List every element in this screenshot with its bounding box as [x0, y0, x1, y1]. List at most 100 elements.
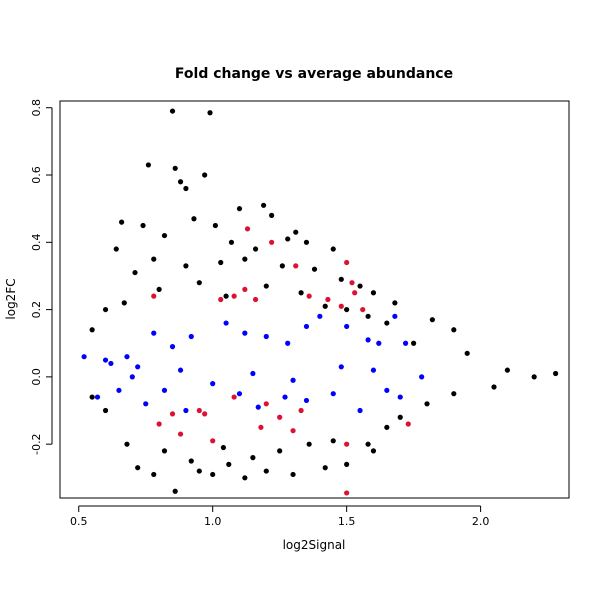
- data-point: [352, 290, 358, 296]
- data-point: [349, 280, 355, 286]
- data-point: [207, 110, 213, 116]
- data-point: [177, 367, 184, 373]
- data-point: [177, 179, 184, 185]
- data-point: [135, 465, 141, 471]
- data-point: [290, 428, 296, 434]
- data-point: [344, 441, 350, 447]
- data-point: [255, 404, 261, 410]
- data-point: [119, 219, 125, 225]
- data-point: [360, 306, 366, 313]
- x-tick-label: 0.5: [70, 515, 88, 528]
- data-point: [419, 374, 425, 380]
- data-point: [464, 350, 470, 356]
- data-point: [196, 407, 202, 414]
- data-point: [504, 367, 510, 373]
- data-point: [303, 323, 310, 330]
- data-point: [89, 394, 95, 400]
- data-point: [338, 276, 344, 282]
- data-point: [405, 421, 411, 427]
- data-point: [121, 300, 127, 306]
- data-point: [124, 441, 130, 447]
- data-point: [293, 263, 299, 269]
- data-point: [384, 424, 390, 430]
- x-axis-label: log2Signal: [283, 538, 346, 552]
- data-point: [210, 438, 216, 444]
- data-point: [145, 162, 152, 168]
- data-point: [161, 448, 168, 454]
- data-point: [392, 313, 398, 319]
- data-point: [156, 421, 162, 427]
- data-point: [226, 461, 232, 467]
- data-point: [236, 206, 243, 212]
- data-point: [242, 256, 248, 262]
- data-point: [553, 370, 559, 377]
- data-point: [89, 327, 95, 333]
- y-tick-label: 0.0: [30, 368, 43, 386]
- data-point: [397, 394, 403, 400]
- data-point: [344, 461, 350, 467]
- data-point: [263, 283, 269, 289]
- data-point: [338, 364, 344, 370]
- data-point: [392, 300, 398, 306]
- data-point: [132, 269, 138, 276]
- data-point: [269, 212, 275, 218]
- data-point: [451, 391, 457, 397]
- data-point: [306, 441, 312, 447]
- y-tick-label: 0.2: [30, 301, 43, 319]
- data-point: [183, 185, 189, 192]
- y-tick-label: 0.8: [30, 99, 43, 117]
- x-tick-label: 1.0: [204, 515, 222, 528]
- data-point: [384, 320, 390, 326]
- x-tick-label: 1.5: [338, 515, 356, 528]
- x-axis: 0.5 1.0 1.5 2.0: [70, 505, 489, 528]
- data-point: [169, 108, 176, 114]
- data-point: [183, 407, 189, 414]
- data-point: [330, 246, 336, 252]
- data-point: [325, 296, 331, 303]
- data-point: [183, 263, 189, 269]
- data-point: [370, 290, 377, 296]
- data-point: [330, 438, 336, 444]
- y-axis: -0.2 0.0 0.2 0.4 0.6 0.8: [30, 99, 53, 455]
- data-point: [135, 364, 141, 370]
- data-point: [317, 313, 323, 319]
- data-point: [285, 340, 291, 346]
- data-point: [303, 239, 310, 245]
- data-point: [344, 490, 350, 496]
- data-point: [397, 414, 403, 420]
- data-point: [202, 411, 208, 417]
- data-point: [365, 313, 371, 319]
- data-point: [242, 475, 248, 481]
- data-point: [102, 306, 109, 313]
- data-point: [220, 444, 227, 451]
- data-point: [228, 239, 235, 245]
- data-point: [196, 280, 202, 286]
- data-point: [210, 471, 216, 478]
- data-point: [231, 293, 237, 299]
- data-point: [424, 401, 430, 407]
- data-point: [161, 387, 168, 393]
- y-tick-label: -0.2: [30, 433, 43, 454]
- points-layer: [81, 108, 559, 496]
- data-point: [188, 333, 194, 340]
- data-point: [365, 441, 371, 447]
- data-point: [370, 448, 377, 454]
- data-point: [282, 394, 288, 400]
- data-point: [293, 229, 299, 235]
- data-point: [231, 394, 237, 400]
- data-point: [191, 216, 197, 222]
- data-point: [156, 286, 162, 293]
- data-point: [263, 333, 269, 340]
- data-point: [244, 226, 251, 232]
- data-point: [344, 259, 350, 266]
- data-point: [202, 172, 208, 178]
- data-point: [263, 401, 269, 407]
- data-point: [376, 340, 382, 346]
- data-point: [402, 340, 409, 346]
- data-point: [94, 394, 101, 400]
- data-point: [218, 296, 224, 303]
- data-point: [269, 239, 275, 245]
- data-point: [252, 246, 259, 252]
- data-point: [411, 340, 417, 346]
